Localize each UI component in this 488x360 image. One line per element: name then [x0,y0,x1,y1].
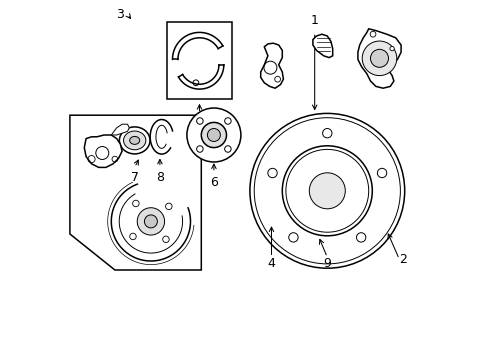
Text: 2: 2 [398,253,406,266]
Circle shape [389,46,393,51]
Text: 6: 6 [209,176,217,189]
Circle shape [370,49,387,67]
Circle shape [362,41,396,76]
Circle shape [144,215,157,228]
Text: 5: 5 [195,117,203,130]
Text: 1: 1 [310,14,318,27]
Text: 4: 4 [267,257,275,270]
Text: 3: 3 [116,8,124,21]
Polygon shape [111,124,129,135]
Circle shape [201,122,226,148]
Polygon shape [357,29,400,88]
Polygon shape [260,43,283,88]
Circle shape [369,31,375,37]
Circle shape [137,208,164,235]
Polygon shape [312,34,332,58]
Text: 9: 9 [323,257,330,270]
Bar [167,22,231,99]
Polygon shape [84,135,122,167]
Ellipse shape [123,131,145,150]
Polygon shape [70,115,201,270]
Ellipse shape [129,136,140,144]
Text: 8: 8 [156,171,163,184]
Ellipse shape [119,127,150,154]
Circle shape [207,129,220,141]
Circle shape [309,173,345,209]
Text: 7: 7 [130,171,139,184]
Circle shape [186,108,241,162]
